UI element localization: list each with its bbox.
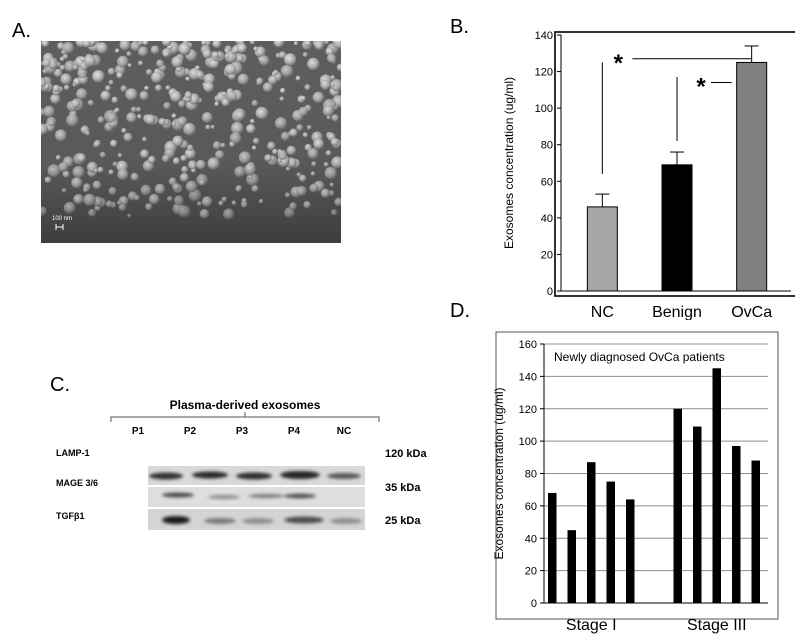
chart-d-frame [495,331,779,620]
panel-label-a: A. [12,20,31,42]
chart-b-y-tick-label: 100 [535,103,553,115]
chart-b-y-tick-label: 0 [547,286,553,298]
chart-d-y-tick-label: 140 [519,371,537,383]
lane-label: P4 [287,426,301,437]
chart-b-bar [736,61,768,292]
chart-d-bar [693,426,702,603]
chart-b-y-label: Exosomes concentration (ug/ml) [502,77,516,249]
marker-label: LAMP-1 [56,448,90,458]
chart-b-y-tick-label: 60 [541,176,553,188]
chart-d-y-tick-label: 60 [525,501,537,513]
chart-d: 0 20 40 60 80 100 120 140 160 Exosomes concentrat… [492,331,779,634]
marker-label: MAGE 3/6 [56,478,99,488]
chart-d-group-label: Stage III [687,617,747,634]
chart-d-bar [673,408,682,603]
chart-d-bar [606,481,615,603]
chart-d-y-tick-label: 80 [525,469,537,481]
electron-micrograph: 100 nm [41,41,341,243]
chart-d-bar [587,462,596,603]
lane-label: NC [336,426,352,437]
western-blot-image [148,466,365,530]
chart-d-y-tick-label: 120 [519,404,537,416]
panel-label-b: B. [450,16,469,38]
chart-d-group-label: Stage I [566,617,617,634]
chart-b-y-tick-label: 80 [541,140,553,152]
kda-label: 120 kDa [385,448,427,460]
lane-label: P2 [183,426,197,437]
chart-b-y-tick-label: 20 [541,249,553,261]
chart-d-y-tick-label: 160 [519,339,537,351]
chart-b-category-label: Benign [652,304,702,320]
chart-d-y-tick-label: 40 [525,533,537,545]
kda-label: 25 kDa [385,515,421,527]
panel-label-c: C. [50,374,70,396]
kda-label: 35 kDa [385,482,421,494]
chart-d-bar [626,499,635,603]
blot-bracket [110,412,380,422]
chart-d-y-tick-label: 100 [519,436,537,448]
chart-b-y-tick-label: 40 [541,213,553,225]
chart-b: 0 20 40 60 80 100 120 140 Exosomes concentration… [502,30,795,320]
chart-b-category-label: NC [591,304,614,320]
chart-b-sig-star: * [696,74,706,101]
chart-d-y-tick-label: 20 [525,566,537,578]
scale-bar-label: 100 nm [52,216,72,222]
chart-d-bar [732,445,741,603]
scale-bar: 100 nm [52,216,72,230]
chart-d-annotation: Newly diagnosed OvCa patients [554,350,725,364]
chart-d-bar [548,492,557,603]
panel-label-d: D. [450,300,470,322]
chart-d-y-label: Exosomes concentration (ug/ml) [492,387,506,559]
chart-b-bar [661,164,693,292]
chart-b-y-tick-label: 140 [535,30,553,42]
chart-b-sig-star: * [614,50,624,77]
blot-bands [149,471,362,524]
lane-label: P3 [235,426,249,437]
blot-title: Plasma-derived exosomes [169,398,321,412]
lane-label: P1 [131,426,145,437]
marker-label: TGFβ1 [56,511,85,521]
chart-d-bar [712,368,721,603]
chart-d-y-tick-label: 0 [531,598,537,610]
chart-d-bar [751,460,760,603]
chart-b-y-tick-label: 120 [535,67,553,79]
chart-b-bar [586,206,618,292]
chart-d-bar [567,530,576,603]
chart-b-frame [554,31,795,297]
chart-b-category-label: OvCa [731,304,772,320]
